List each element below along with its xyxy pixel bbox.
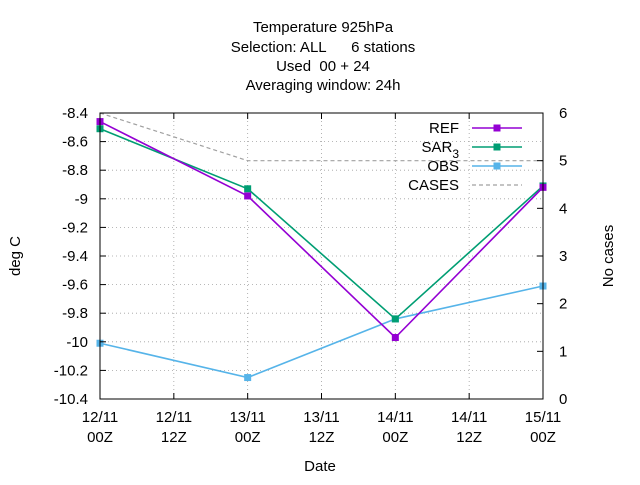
title-line-1: Temperature 925hPa — [253, 19, 394, 36]
y-tick-label: -10.2 — [54, 362, 88, 379]
legend-marker-obs — [493, 162, 501, 170]
x-tick-label-date: 12/11 — [82, 409, 118, 426]
y2-tick-label: 0 — [559, 391, 567, 408]
y-tick-label: -10 — [66, 334, 88, 351]
y-tick-label: -8.4 — [62, 105, 88, 122]
x-tick-label-date: 14/11 — [377, 409, 413, 426]
legend-label-cases: CASES — [408, 177, 459, 194]
data-point-ref — [391, 334, 399, 342]
x-tick-label-hour: 00Z — [87, 429, 113, 446]
y2-tick-label: 4 — [559, 200, 567, 217]
series-line-ref — [99, 120, 544, 339]
x-tick-label-hour: 12Z — [309, 429, 335, 446]
x-axis-label: Date — [304, 458, 336, 475]
legend-label-ref: REF — [429, 120, 459, 137]
series-line-obs — [99, 285, 544, 379]
y2-tick-label: 6 — [559, 105, 567, 122]
axis-ticks: -8.4 -8.6 -8.8 -9 -9.2 -9.4 -9.6 -9.8 -10 -10.2 -1… — [54, 105, 568, 446]
data-point-sar — [391, 315, 399, 323]
x-tick-label-hour: 00Z — [382, 429, 408, 446]
data-point-obs — [244, 374, 252, 382]
y-tick-label: -9.6 — [62, 277, 88, 294]
x-tick-label-date: 12/11 — [156, 409, 192, 426]
y2-tick-label: 2 — [559, 296, 567, 313]
x-tick-label-date: 13/11 — [229, 409, 265, 426]
legend-label-sar: SAR3 — [421, 139, 459, 161]
y-tick-label: -10.4 — [54, 391, 88, 408]
x-tick-label-hour: 00Z — [235, 429, 261, 446]
x-tick-label-hour: 12Z — [456, 429, 482, 446]
data-point-ref — [244, 192, 252, 200]
y2-tick-label: 3 — [559, 248, 567, 265]
chart-title: Temperature 925hPa Selection: ALL 6 stat… — [231, 19, 416, 94]
title-line-4: Averaging window: 24h — [246, 77, 401, 94]
y-tick-label: -9 — [75, 191, 88, 208]
y-tick-label: -8.8 — [62, 162, 88, 179]
y-tick-label: -8.6 — [62, 134, 88, 151]
x-tick-label-hour: 00Z — [530, 429, 556, 446]
y-tick-label: -9.8 — [62, 305, 88, 322]
title-line-2: Selection: ALL 6 stations — [231, 39, 416, 56]
y2-tick-label: 5 — [559, 153, 567, 170]
y2-tick-label: 1 — [559, 343, 567, 360]
series-line-cases — [99, 112, 543, 162]
title-line-3: Used 00 + 24 — [276, 58, 370, 75]
y-tick-label: -9.4 — [62, 248, 88, 265]
x-tick-label-hour: 12Z — [161, 429, 187, 446]
x-tick-label-date: 15/11 — [525, 409, 561, 426]
data-point-sar — [244, 185, 252, 193]
x-tick-label-date: 13/11 — [303, 409, 339, 426]
legend-marker-ref — [493, 124, 501, 132]
y2-axis-label: No cases — [600, 225, 617, 288]
legend-marker-sar — [493, 143, 501, 151]
y-axis-label: deg C — [7, 236, 24, 276]
series-lines — [96, 112, 547, 382]
y-tick-label: -9.2 — [62, 219, 88, 236]
x-tick-label-date: 14/11 — [451, 409, 487, 426]
legend-label-obs: OBS — [427, 158, 459, 175]
